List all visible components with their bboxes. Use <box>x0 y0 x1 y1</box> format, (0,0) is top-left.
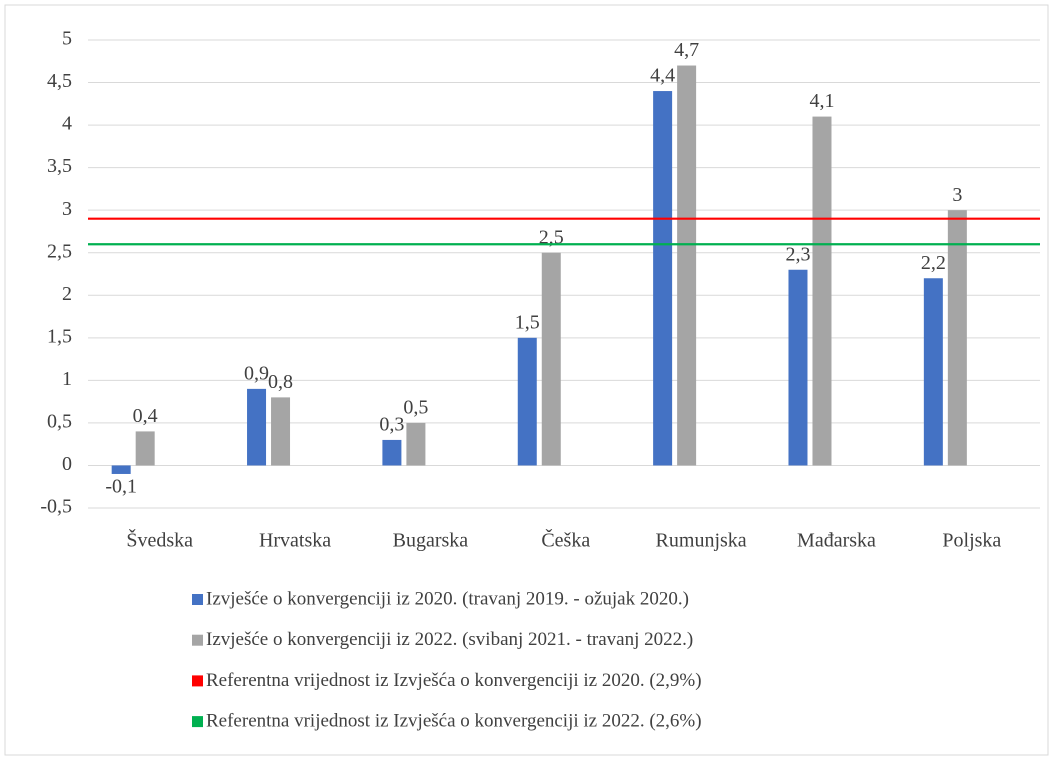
y-tick-label: 4,5 <box>47 70 72 92</box>
data-label: 0,5 <box>403 397 428 419</box>
y-tick-label: -0,5 <box>40 496 72 518</box>
x-tick-label: Švedska <box>126 528 193 552</box>
bar <box>812 116 832 466</box>
data-label: -0,1 <box>105 476 137 498</box>
legend-swatch <box>192 634 203 646</box>
x-tick-label: Rumunjska <box>656 530 747 552</box>
bar <box>947 210 967 466</box>
legend-swatch <box>192 594 203 605</box>
y-tick-label: 3 <box>62 198 72 220</box>
x-tick-label: Hrvatska <box>259 530 331 552</box>
bar <box>788 269 808 466</box>
bar <box>677 65 697 466</box>
y-tick-label: 1,5 <box>47 325 72 347</box>
data-label: 4,4 <box>650 65 675 87</box>
legend-label: Izvješće o konvergenciji iz 2022. (sviba… <box>206 629 693 650</box>
data-label: 0,4 <box>133 405 158 427</box>
legend-label: Izvješće o konvergenciji iz 2020. (trava… <box>206 588 689 609</box>
bar <box>923 278 943 466</box>
x-tick-label: Mađarska <box>797 530 876 552</box>
x-tick-label: Češka <box>541 528 590 552</box>
legend-swatch <box>192 716 203 728</box>
legend-swatch <box>192 675 203 687</box>
bar <box>382 439 402 466</box>
y-tick-label: 3,5 <box>47 155 72 177</box>
data-label: 0,8 <box>268 371 293 393</box>
y-tick-label: 1 <box>62 368 72 390</box>
bar <box>406 422 426 466</box>
bar <box>135 431 155 466</box>
data-label: 4,7 <box>674 39 699 61</box>
data-label: 4,1 <box>809 90 834 112</box>
y-tick-label: 4 <box>62 113 72 135</box>
legend-label: Referentna vrijednost iz Izvješća o konv… <box>206 670 702 691</box>
bar <box>111 465 131 474</box>
y-tick-label: 0 <box>62 453 72 475</box>
legend-label: Referentna vrijednost iz Izvješća o konv… <box>206 710 702 731</box>
data-label: 0,3 <box>379 414 404 436</box>
bar <box>517 337 537 466</box>
bar <box>247 388 267 466</box>
bar <box>541 252 561 466</box>
x-tick-label: Bugarska <box>393 530 469 552</box>
y-tick-label: 5 <box>62 28 72 50</box>
bar <box>653 91 673 466</box>
bar <box>271 397 291 466</box>
data-label: 0,9 <box>244 362 269 384</box>
data-label: 2,2 <box>921 252 946 274</box>
data-label: 2,5 <box>539 226 564 248</box>
y-tick-label: 0,5 <box>47 411 72 433</box>
data-label: 2,3 <box>785 243 810 265</box>
data-label: 3 <box>952 184 962 206</box>
y-tick-label: 2 <box>62 283 72 305</box>
data-label: 1,5 <box>515 311 540 333</box>
y-tick-label: 2,5 <box>47 240 72 262</box>
x-tick-label: Poljska <box>942 530 1001 552</box>
